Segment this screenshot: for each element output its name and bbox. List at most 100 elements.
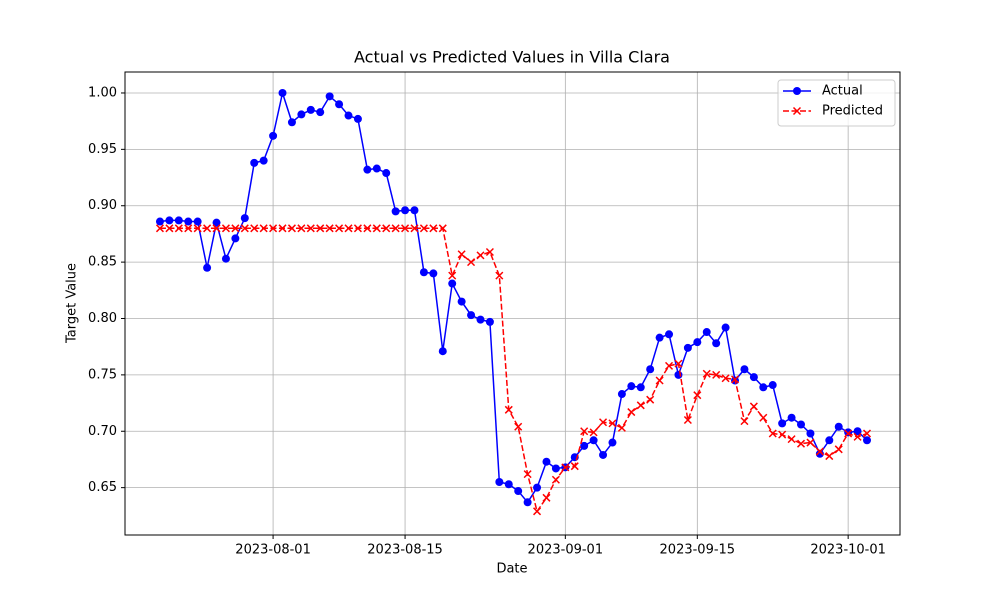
data-point (683, 343, 692, 352)
data-point (599, 450, 608, 459)
data-point (438, 347, 447, 356)
data-point (580, 441, 589, 450)
data-point (316, 224, 325, 233)
legend: Actual Predicted (777, 79, 896, 127)
data-point (674, 370, 683, 379)
data-point (712, 339, 721, 348)
data-point (306, 105, 315, 114)
data-point (655, 376, 664, 385)
data-point (627, 382, 636, 391)
data-point (372, 224, 381, 233)
data-point (203, 263, 212, 272)
y-tick-label: 0.95 (88, 142, 117, 157)
y-axis-label: Target Value (65, 263, 80, 344)
data-point (778, 430, 787, 439)
data-point (485, 247, 494, 256)
data-point (353, 114, 362, 123)
data-point (665, 330, 674, 339)
data-point (495, 478, 504, 487)
data-point (306, 224, 315, 233)
data-point (561, 463, 570, 472)
data-point (570, 462, 579, 471)
data-point (193, 217, 202, 226)
data-point (749, 402, 758, 411)
data-point (608, 438, 617, 447)
data-point (825, 452, 834, 461)
data-point (467, 311, 476, 320)
data-point (533, 507, 542, 516)
x-tick-label: 2023-08-01 (235, 543, 311, 558)
data-point (504, 405, 513, 414)
data-point (391, 207, 400, 216)
data-point (853, 427, 862, 436)
data-point (683, 415, 692, 425)
legend-label: Predicted (822, 104, 883, 119)
data-point (476, 251, 485, 260)
series-line (159, 227, 868, 514)
data-point (693, 391, 702, 400)
data-point (297, 224, 306, 233)
data-point (438, 224, 447, 233)
data-point (363, 224, 372, 233)
data-point (863, 436, 872, 445)
data-point (221, 224, 230, 233)
data-point (448, 271, 457, 280)
data-point (617, 390, 626, 399)
data-point (278, 88, 287, 97)
data-point (730, 375, 740, 384)
data-point (806, 438, 815, 447)
plot-frame (124, 71, 901, 536)
data-point (721, 323, 730, 332)
data-point (636, 383, 645, 392)
data-point (589, 428, 598, 437)
data-point (617, 423, 626, 432)
x-tick-label: 2023-09-15 (660, 543, 736, 558)
data-point (240, 224, 249, 233)
data-point (221, 254, 230, 263)
data-point (759, 413, 768, 422)
data-point (231, 224, 240, 233)
data-point (542, 457, 551, 466)
data-point (287, 118, 296, 127)
data-point (825, 436, 834, 445)
data-point (514, 422, 523, 431)
data-point (184, 217, 193, 226)
data-point (834, 445, 843, 454)
data-point (457, 250, 466, 259)
chart-title: Actual vs Predicted Values in Villa Clar… (354, 48, 670, 67)
data-point (335, 224, 344, 233)
data-point (862, 429, 872, 438)
data-point (203, 224, 212, 233)
data-point (382, 224, 391, 233)
data-point (787, 413, 796, 422)
data-point (363, 165, 372, 174)
y-tick-label: 0.90 (88, 198, 117, 213)
x-tick-label: 2023-08-15 (367, 543, 443, 558)
data-point (429, 224, 438, 233)
data-point (740, 417, 749, 426)
data-point (250, 224, 259, 233)
data-point (344, 111, 353, 120)
y-tick-label: 0.75 (88, 367, 117, 382)
data-point (542, 493, 551, 502)
data-point (240, 214, 249, 223)
data-point (693, 338, 702, 347)
data-point (410, 206, 419, 215)
legend-label: Actual (822, 84, 863, 99)
y-tick-label: 0.70 (88, 424, 117, 439)
data-point (759, 383, 768, 392)
data-point (325, 224, 334, 233)
data-point (448, 279, 457, 288)
data-point (467, 258, 476, 267)
data-point (674, 359, 683, 368)
data-point (834, 422, 843, 431)
x-tick-label: 2023-10-01 (810, 543, 886, 558)
data-point (608, 419, 617, 428)
data-point (815, 447, 824, 456)
data-point (599, 418, 608, 427)
data-point (589, 436, 598, 445)
data-point (702, 369, 711, 378)
data-point (485, 317, 494, 326)
data-point (259, 224, 268, 233)
data-point (269, 131, 278, 140)
